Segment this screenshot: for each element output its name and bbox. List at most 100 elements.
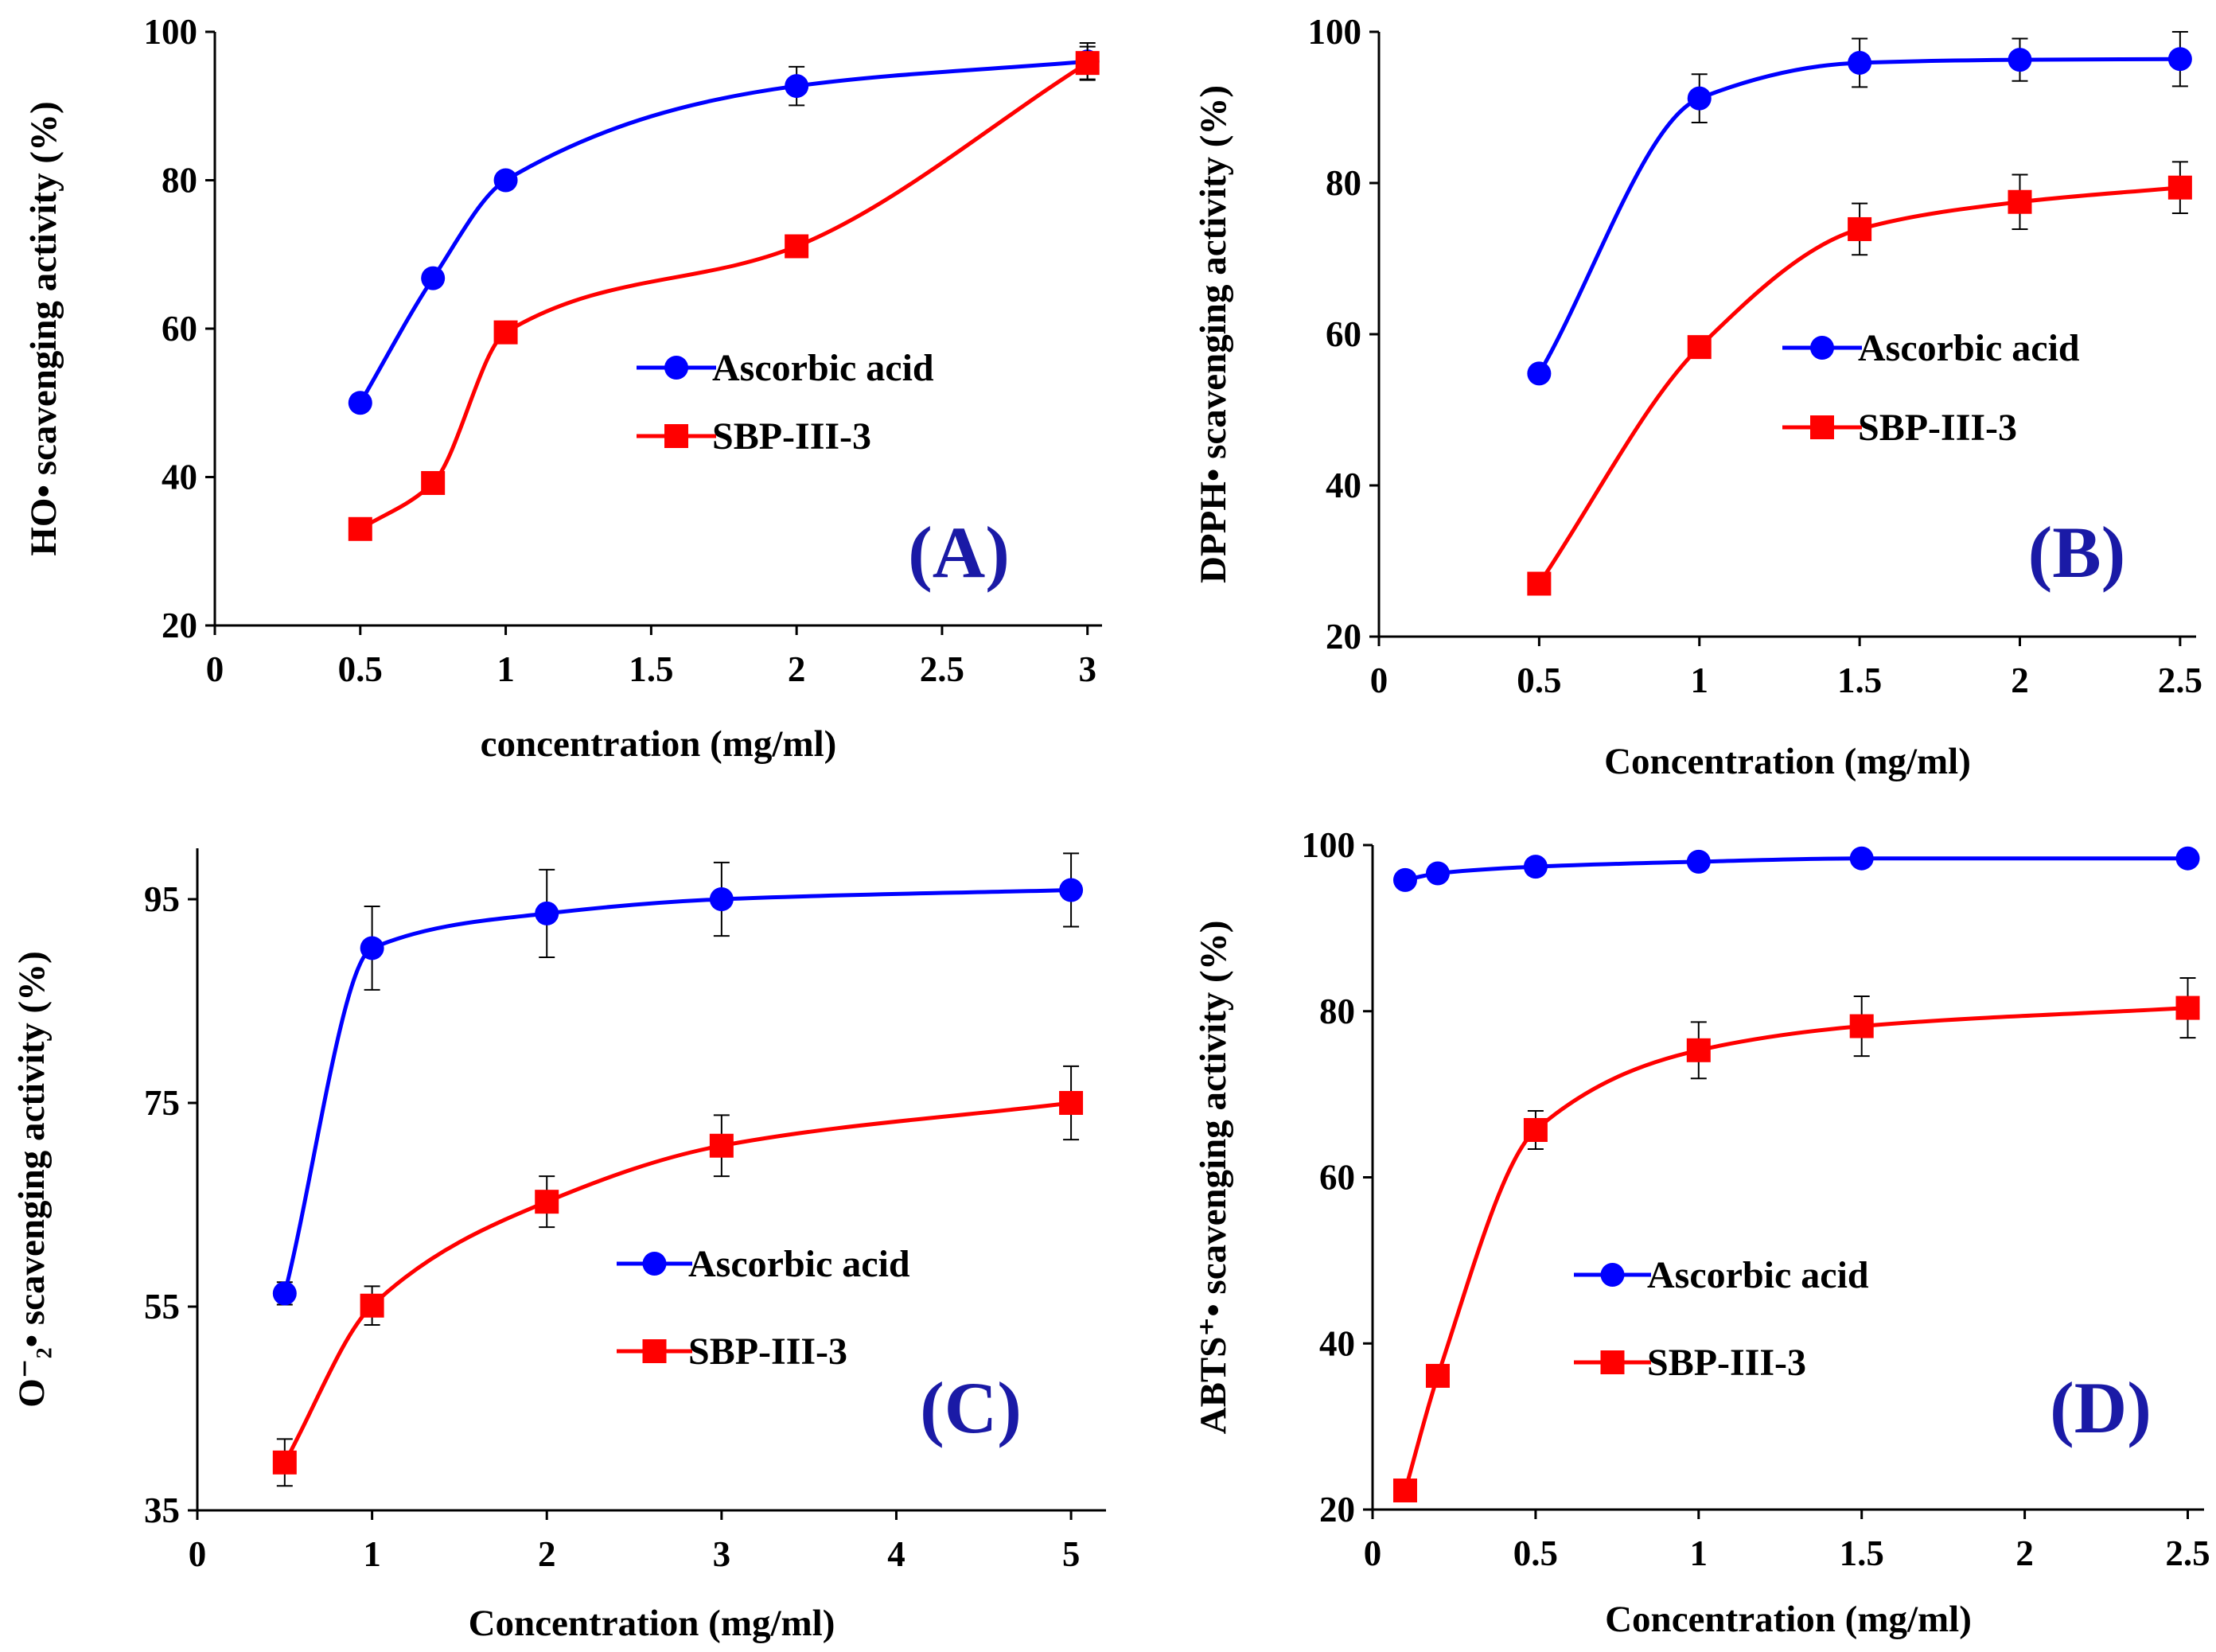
panel-b-sbp-iii-3-point — [1527, 571, 1552, 596]
panel-c-legend-sbp-iii-3-marker — [642, 1339, 667, 1363]
panel-c-series-ascorbic-acid — [272, 852, 1084, 1306]
panel-a-sbp-iii-3-point — [493, 320, 518, 345]
panel-b-ascorbic-acid-point — [1687, 86, 1712, 111]
panel-c-x-tick-label: 2 — [538, 1534, 556, 1574]
panel-d-x-axis-label: Concentration (mg/ml) — [1605, 1599, 1972, 1640]
panel-a-ascorbic-acid-point — [493, 168, 518, 193]
panel-b-ascorbic-acid-point — [1848, 50, 1872, 75]
panel-b-sbp-iii-3-point — [1687, 335, 1712, 360]
panel-d-ascorbic-acid-point — [1425, 861, 1450, 886]
panel-c-series-sbp-iii-3 — [272, 1065, 1084, 1487]
panel-a-x-tick-label: 1.5 — [629, 649, 673, 689]
panel-c-sbp-iii-3-line — [282, 1101, 1072, 1464]
panel-c-sbp-iii-3-point — [360, 1293, 384, 1318]
panel-a: 20 40 60 80 100 0 0.5 1 1.5 2 2.5 3 concentration (m… — [23, 12, 1102, 765]
panel-b-x-tick-label: 1.5 — [1837, 660, 1882, 700]
panel-c-y-tick-label: 55 — [144, 1287, 180, 1327]
panel-c-x-tick-label: 5 — [1062, 1534, 1081, 1574]
panel-c-y-tick-label: 75 — [144, 1083, 180, 1123]
panel-d-legend: Ascorbic acid SBP-III-3 — [1574, 1254, 1869, 1384]
panel-d-y-tick-label: 100 — [1302, 825, 1356, 865]
panel-b-legend: Ascorbic acid SBP-III-3 — [1782, 327, 2080, 449]
panel-b-ascorbic-acid-line — [1537, 56, 2180, 375]
panel-d-y-tick-label: 80 — [1319, 992, 1355, 1031]
panel-c-sbp-iii-3-point — [709, 1133, 734, 1158]
panel-b: 20 40 60 80 100 0 0.5 1 1.5 2 2.5 Concentration (mg… — [1193, 12, 2202, 782]
panel-c-y-axis-label: O⁻₂• scavenging activity (%) — [11, 951, 53, 1408]
panel-a-y-tick-label: 80 — [162, 161, 197, 201]
panel-c-legend-ascorbic-acid-marker — [642, 1252, 667, 1276]
panel-d-legend-sbp-iii-3-label: SBP-III-3 — [1647, 1342, 1806, 1384]
panel-c-sbp-iii-3-point — [272, 1450, 297, 1475]
panel-d-x-tick-label: 1 — [1690, 1533, 1708, 1573]
panel-a-sbp-iii-3-point — [1075, 51, 1100, 76]
panel-a-ascorbic-acid-point — [421, 266, 446, 290]
panel-c-legend-sbp-iii-3-label: SBP-III-3 — [688, 1331, 847, 1373]
panel-c-ascorbic-acid-point — [1059, 878, 1084, 902]
panel-a-sbp-iii-3-point — [348, 516, 372, 541]
panel-d-ascorbic-acid-point — [1392, 867, 1417, 892]
panel-b-y-tick-label: 40 — [1326, 466, 1361, 505]
panel-a-x-tick-label: 2.5 — [920, 649, 964, 689]
panel-d-legend-ascorbic-acid-marker — [1600, 1263, 1625, 1287]
panel-b-x-tick-label: 0.5 — [1517, 660, 1561, 700]
panel-c-sbp-iii-3-point — [535, 1190, 559, 1214]
panel-d-sbp-iii-3-point — [1425, 1363, 1450, 1388]
panel-c-x-tick-label: 1 — [363, 1534, 381, 1574]
panel-b-legend-ascorbic-acid-label: Ascorbic acid — [1858, 327, 2080, 369]
panel-b-legend-ascorbic-acid-marker — [1810, 336, 1834, 360]
panel-d-sbp-iii-3-point — [1392, 1478, 1417, 1502]
panel-a-ascorbic-acid-point — [348, 391, 372, 415]
panel-b-x-tick-label: 2.5 — [2158, 660, 2202, 700]
panel-b-ascorbic-acid-point — [2167, 47, 2192, 72]
panel-a-ascorbic-acid-point — [785, 74, 809, 99]
panel-a-x-tick-label: 0 — [206, 649, 224, 689]
panel-d-x-tick-label: 1.5 — [1840, 1533, 1884, 1573]
panel-b-sbp-iii-3-point — [2167, 175, 2192, 200]
panel-b-sbp-iii-3-point — [1848, 216, 1872, 241]
panel-c-x-tick-label: 0 — [189, 1534, 207, 1574]
panel-d-sbp-iii-3-point — [2175, 995, 2200, 1020]
panel-b-y-tick-label: 20 — [1326, 617, 1361, 657]
panel-b-series-ascorbic-acid — [1527, 31, 2192, 386]
panel-c-sbp-iii-3-point — [1059, 1091, 1084, 1115]
panel-a-sbp-iii-3-point — [785, 234, 809, 259]
panel-d-sbp-iii-3-point — [1523, 1118, 1548, 1143]
panel-b-y-tick-label: 80 — [1326, 163, 1361, 203]
panel-a-y-tick-label: 100 — [144, 12, 198, 52]
panel-a-legend-sbp-iii-3-label: SBP-III-3 — [712, 415, 871, 458]
panel-a-sbp-iii-3-line — [359, 61, 1089, 531]
panel-a-y-tick-label: 20 — [162, 606, 197, 645]
panel-a-label: (A) — [908, 512, 1010, 593]
panel-d-y-tick-label: 40 — [1319, 1323, 1355, 1363]
panel-c-x-tick-label: 4 — [887, 1534, 905, 1574]
panel-a-x-tick-label: 2 — [788, 649, 806, 689]
panel-d-ascorbic-acid-point — [2175, 846, 2200, 871]
panel-a-y-tick-label: 40 — [162, 458, 197, 497]
panel-b-y-tick-label: 60 — [1326, 314, 1361, 354]
panel-d-series-ascorbic-acid — [1392, 846, 2200, 892]
panel-b-label: (B) — [2028, 512, 2126, 593]
panel-d-y-tick-label: 60 — [1319, 1158, 1355, 1198]
panel-a-x-tick-label: 1 — [497, 649, 515, 689]
panel-b-sbp-iii-3-line — [1537, 185, 2181, 585]
panel-b-ascorbic-acid-point — [2008, 48, 2032, 72]
panel-c-x-axis-label: Concentration (mg/ml) — [469, 1603, 835, 1644]
panel-a-y-tick-label: 60 — [162, 309, 197, 349]
panel-c-y-tick-label: 95 — [144, 879, 180, 919]
panel-c-label: (C) — [920, 1367, 1022, 1448]
panel-c-y-tick-label: 35 — [144, 1490, 180, 1530]
panel-c-ascorbic-acid-point — [709, 887, 734, 911]
panel-b-y-tick-label: 100 — [1308, 12, 1362, 52]
panel-a-ascorbic-acid-line — [358, 59, 1088, 404]
panel-d-x-tick-label: 2.5 — [2165, 1533, 2210, 1573]
panel-b-x-tick-label: 0 — [1370, 660, 1388, 700]
panel-d-sbp-iii-3-point — [1849, 1014, 1874, 1038]
panel-a-legend-ascorbic-acid-marker — [664, 356, 688, 380]
panel-d-x-tick-label: 2 — [2015, 1533, 2034, 1573]
panel-c-ascorbic-acid-line — [282, 887, 1072, 1294]
panel-a-x-axis-label: concentration (mg/ml) — [481, 723, 837, 765]
panel-d-ascorbic-acid-point — [1686, 849, 1711, 874]
panel-d-legend-ascorbic-acid-label: Ascorbic acid — [1647, 1254, 1869, 1296]
